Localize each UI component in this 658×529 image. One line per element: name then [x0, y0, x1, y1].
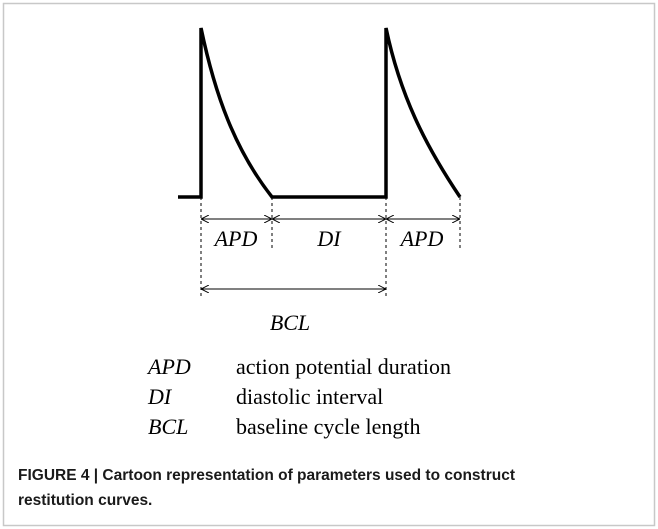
caption: restitution curves.: [18, 492, 152, 509]
interval-label: DI: [316, 226, 342, 251]
legend-definition: diastolic interval: [236, 384, 383, 409]
legend-term: DI: [147, 384, 173, 409]
caption: FIGURE 4 | Cartoon representation of par…: [18, 467, 515, 484]
guides: [200, 197, 461, 296]
interval-label: APD: [213, 226, 258, 251]
legend-term: APD: [146, 354, 191, 379]
legend-definition: action potential duration: [236, 354, 451, 379]
legend-definition: baseline cycle length: [236, 414, 420, 439]
cycle-label: BCL: [270, 310, 310, 335]
arrows: [202, 219, 459, 289]
legend-term: BCL: [148, 414, 188, 439]
interval-label: APD: [399, 226, 444, 251]
